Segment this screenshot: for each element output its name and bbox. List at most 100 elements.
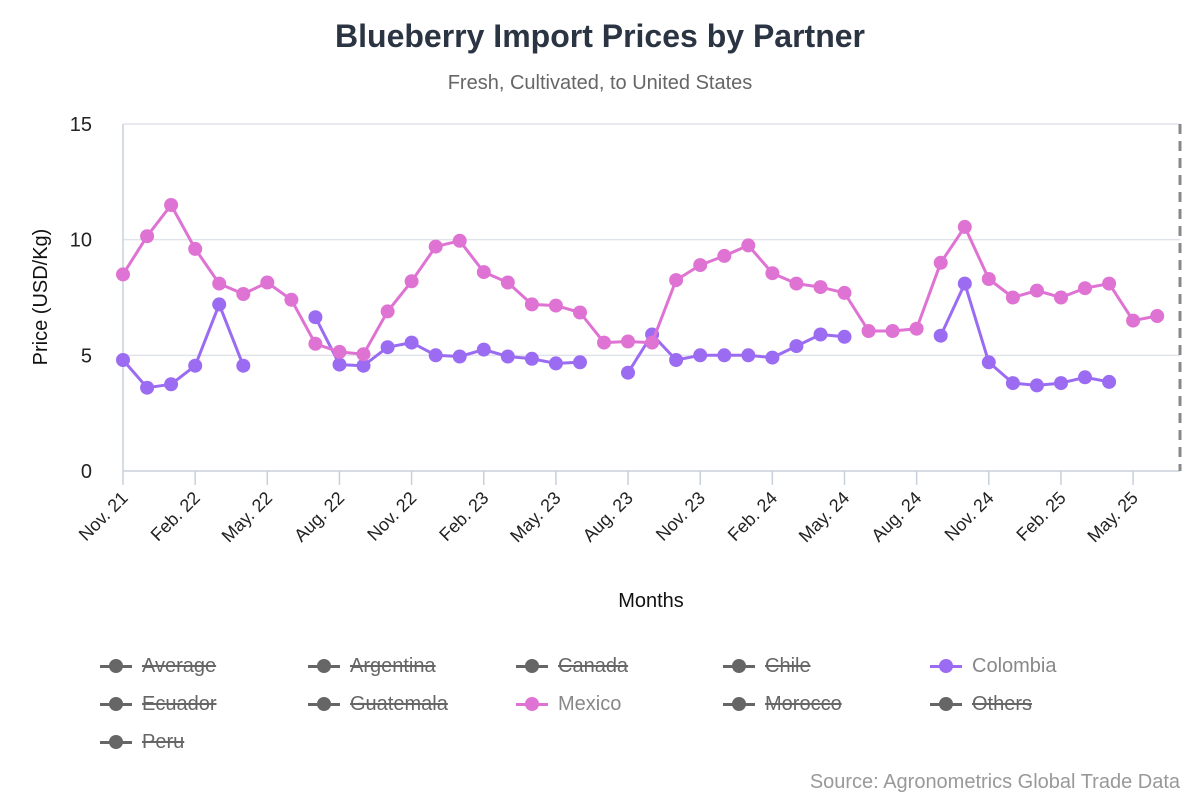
legend-item-colombia[interactable]: Colombia	[930, 648, 1056, 684]
data-point[interactable]	[621, 365, 635, 380]
data-point[interactable]	[164, 377, 179, 392]
data-point[interactable]	[813, 327, 828, 342]
data-point[interactable]	[380, 304, 395, 319]
data-point[interactable]	[380, 340, 395, 355]
data-point[interactable]	[1126, 313, 1141, 328]
data-point[interactable]	[164, 198, 179, 212]
data-point[interactable]	[1078, 281, 1092, 296]
legend-item-ecuador[interactable]: Ecuador	[100, 686, 217, 722]
legend-item-chile[interactable]: Chile	[723, 648, 811, 684]
data-point[interactable]	[452, 349, 467, 364]
data-point[interactable]	[236, 358, 251, 373]
data-point[interactable]	[476, 342, 491, 357]
x-tick-label: Aug. 23	[579, 488, 637, 546]
legend-label: Average	[142, 654, 217, 677]
data-point[interactable]	[308, 310, 323, 325]
data-point[interactable]	[140, 380, 155, 395]
legend-item-morocco[interactable]: Morocco	[723, 686, 842, 722]
data-point[interactable]	[116, 353, 130, 367]
data-point[interactable]	[500, 275, 515, 290]
data-point[interactable]	[933, 328, 948, 343]
data-point[interactable]	[452, 233, 467, 248]
data-point[interactable]	[741, 348, 756, 363]
legend-item-argentina[interactable]: Argentina	[308, 648, 436, 684]
data-point[interactable]	[837, 329, 852, 344]
data-point[interactable]	[308, 336, 323, 351]
data-point[interactable]	[933, 255, 948, 270]
data-point[interactable]	[669, 273, 684, 288]
legend-item-mexico[interactable]: Mexico	[516, 686, 621, 722]
x-tick-label: May. 22	[218, 488, 276, 546]
data-point[interactable]	[356, 347, 371, 362]
data-point[interactable]	[428, 239, 443, 254]
data-point[interactable]	[428, 348, 443, 363]
data-point[interactable]	[332, 357, 347, 372]
grid-lines	[123, 123, 1180, 357]
data-point[interactable]	[1029, 378, 1044, 393]
data-point[interactable]	[981, 355, 996, 370]
data-point[interactable]	[356, 358, 371, 373]
legend-item-peru[interactable]: Peru	[100, 724, 184, 760]
data-point[interactable]	[188, 241, 203, 256]
data-point[interactable]	[1054, 290, 1068, 305]
legend-marker-icon	[516, 656, 548, 676]
data-point[interactable]	[1005, 290, 1020, 305]
data-point[interactable]	[1005, 376, 1020, 391]
data-point[interactable]	[404, 274, 419, 289]
data-point[interactable]	[524, 351, 539, 366]
data-point[interactable]	[645, 335, 660, 350]
data-point[interactable]	[621, 334, 635, 349]
data-point[interactable]	[284, 292, 299, 307]
data-point[interactable]	[837, 285, 852, 300]
data-point[interactable]	[116, 267, 130, 282]
data-point[interactable]	[332, 344, 347, 359]
data-point[interactable]	[1029, 283, 1044, 298]
data-point[interactable]	[524, 297, 539, 312]
data-point[interactable]	[981, 272, 996, 286]
data-point[interactable]	[140, 229, 155, 244]
data-point[interactable]	[669, 353, 684, 367]
data-point[interactable]	[717, 248, 732, 263]
data-point[interactable]	[789, 276, 804, 291]
data-point[interactable]	[1150, 309, 1165, 323]
data-point[interactable]	[1078, 370, 1092, 385]
data-point[interactable]	[957, 219, 972, 234]
data-point[interactable]	[1054, 376, 1068, 391]
x-tick-label: Aug. 24	[867, 488, 925, 546]
legend-item-canada[interactable]: Canada	[516, 648, 628, 684]
data-point[interactable]	[573, 355, 587, 370]
data-point[interactable]	[476, 265, 491, 280]
legend-item-others[interactable]: Others	[930, 686, 1032, 722]
legend-label: Chile	[765, 654, 811, 677]
data-point[interactable]	[693, 348, 708, 363]
data-point[interactable]	[765, 350, 780, 365]
data-point[interactable]	[909, 321, 924, 336]
data-point[interactable]	[789, 339, 804, 354]
data-point[interactable]	[548, 356, 563, 371]
data-point[interactable]	[861, 324, 876, 338]
data-point[interactable]	[1102, 374, 1117, 389]
legend-item-average[interactable]: Average	[100, 648, 216, 684]
data-point[interactable]	[597, 335, 611, 350]
data-point[interactable]	[885, 324, 900, 338]
data-point[interactable]	[813, 280, 828, 295]
data-point[interactable]	[741, 238, 756, 253]
data-point[interactable]	[500, 349, 515, 364]
data-point[interactable]	[260, 275, 275, 290]
data-point[interactable]	[693, 258, 708, 273]
data-point[interactable]	[765, 266, 780, 281]
data-point[interactable]	[212, 297, 227, 312]
data-point[interactable]	[957, 276, 972, 291]
data-point[interactable]	[717, 348, 732, 363]
data-point[interactable]	[404, 335, 419, 350]
data-point[interactable]	[1102, 276, 1117, 291]
series-line	[939, 282, 1111, 387]
data-point[interactable]	[236, 287, 251, 301]
data-point[interactable]	[548, 298, 563, 313]
data-point[interactable]	[212, 276, 227, 291]
legend-label: Morocco	[765, 692, 842, 715]
legend-marker-icon	[723, 694, 755, 714]
data-point[interactable]	[573, 305, 587, 320]
legend-item-guatemala[interactable]: Guatemala	[308, 686, 448, 722]
data-point[interactable]	[188, 358, 203, 373]
